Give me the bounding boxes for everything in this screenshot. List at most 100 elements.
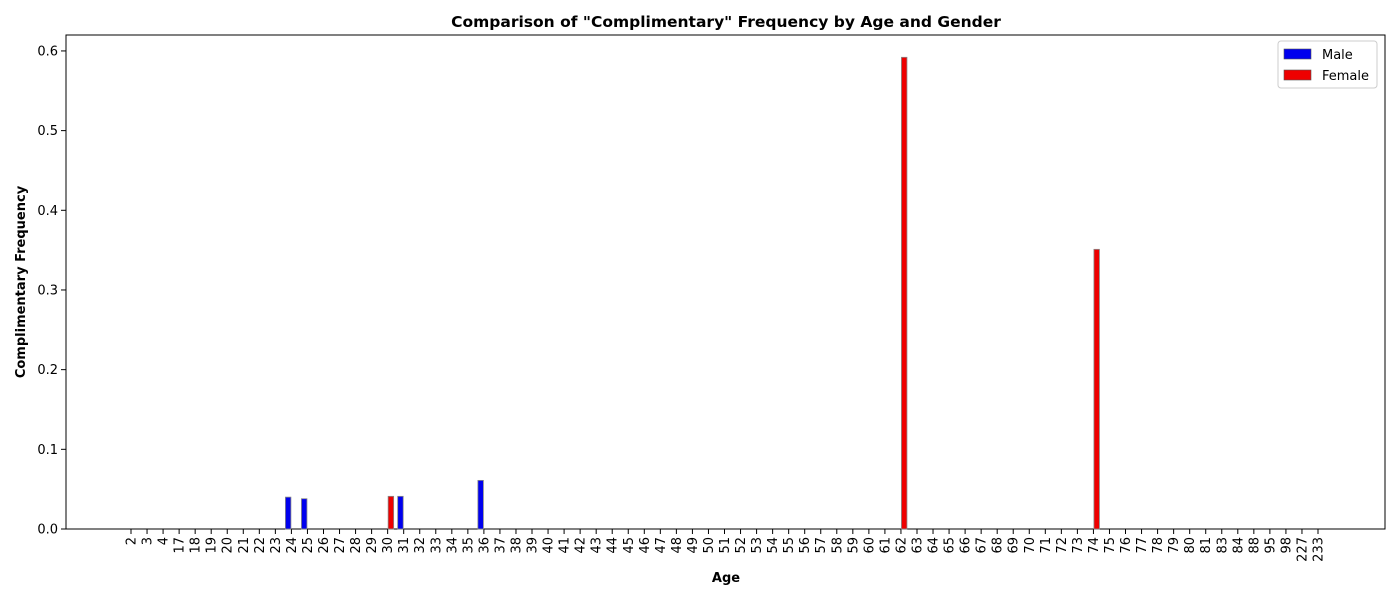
x-tick-label: 32 (413, 537, 428, 554)
x-tick-label: 23 (269, 537, 284, 554)
x-tick-label: 20 (221, 537, 236, 554)
x-tick-label: 67 (975, 537, 990, 554)
x-tick-label: 17 (173, 537, 188, 554)
x-tick-label: 88 (1247, 537, 1262, 554)
bar-female-74 (1093, 248, 1100, 530)
x-tick-label: 233 (1312, 537, 1327, 562)
x-tick-label: 79 (1167, 537, 1182, 554)
legend-swatch-female (1283, 69, 1312, 81)
x-tick-label: 24 (285, 537, 300, 554)
x-tick-label: 64 (927, 537, 942, 554)
x-tick-label: 57 (814, 537, 829, 554)
x-tick-label: 40 (542, 537, 557, 554)
x-tick-label: 74 (1087, 537, 1102, 554)
x-tick-label: 75 (1103, 537, 1118, 554)
x-tick-label: 63 (910, 537, 925, 554)
y-tick-label: 0.2 (37, 363, 58, 378)
x-tick-label: 26 (317, 537, 332, 554)
x-tick-label: 73 (1071, 537, 1086, 554)
x-tick-label: 28 (349, 537, 364, 554)
x-tick-label: 55 (782, 537, 797, 554)
x-tick-label: 76 (1119, 537, 1134, 554)
x-tick-label: 72 (1055, 537, 1070, 554)
x-tick-label: 21 (237, 537, 252, 554)
x-tick-label: 34 (445, 537, 460, 554)
x-tick-label: 52 (734, 537, 749, 554)
x-axis-label: Age (712, 571, 740, 586)
legend-label-male: Male (1322, 48, 1353, 63)
x-tick-label: 68 (991, 537, 1006, 554)
x-tick-label: 46 (638, 537, 653, 554)
x-tick-label: 22 (253, 537, 268, 554)
x-tick-label: 19 (205, 537, 220, 554)
x-tick-label: 48 (670, 537, 685, 554)
x-tick-label: 54 (766, 537, 781, 554)
x-tick-label: 38 (509, 537, 524, 554)
x-tick-label: 95 (1263, 537, 1278, 554)
x-axis: 2 3 4 17 18 19 20 21 22 23 24 25 26 27 28 29 30 31 32 33 34 3… (125, 529, 1327, 562)
bar-female-30 (387, 495, 395, 530)
x-tick-label: 39 (526, 537, 541, 554)
x-tick-label: 3 (141, 537, 156, 545)
bar-female-62 (901, 56, 908, 530)
x-tick-label: 44 (606, 537, 621, 554)
x-tick-label: 49 (686, 537, 701, 554)
bar-male-25 (301, 498, 308, 530)
x-tick-label: 30 (381, 537, 396, 554)
x-tick-label: 66 (959, 537, 974, 554)
legend: Male Female (1277, 40, 1378, 89)
x-tick-label: 29 (365, 537, 380, 554)
x-tick-label: 58 (830, 537, 845, 554)
x-tick-label: 35 (461, 537, 476, 554)
y-axis: 0.0 0.1 0.2 0.3 0.4 0.5 0.6 (37, 44, 66, 538)
x-tick-label: 27 (333, 537, 348, 554)
x-tick-label: 50 (702, 537, 717, 554)
bar-male-24 (285, 496, 292, 530)
x-tick-label: 45 (622, 537, 637, 554)
x-tick-label: 2 (125, 537, 140, 545)
y-tick-label: 0.4 (37, 204, 58, 219)
x-tick-label: 51 (718, 537, 733, 554)
x-tick-label: 81 (1199, 537, 1214, 554)
x-tick-label: 31 (397, 537, 412, 554)
x-tick-label: 25 (301, 537, 316, 554)
x-tick-label: 18 (189, 537, 204, 554)
x-tick-label: 80 (1183, 537, 1198, 554)
x-tick-label: 53 (750, 537, 765, 554)
y-tick-label: 0.6 (37, 44, 58, 59)
y-tick-label: 0.5 (37, 124, 58, 139)
x-tick-label: 4 (157, 537, 172, 545)
x-tick-label: 77 (1135, 537, 1150, 554)
x-tick-label: 62 (894, 537, 909, 554)
x-tick-label: 69 (1007, 537, 1022, 554)
legend-swatch-male (1283, 48, 1312, 60)
x-tick-label: 33 (429, 537, 444, 554)
x-tick-label: 84 (1231, 537, 1246, 554)
bar-male-36 (477, 479, 484, 530)
x-tick-label: 42 (574, 537, 589, 554)
x-tick-label: 36 (477, 537, 492, 554)
y-axis-label: Complimentary Frequency (14, 185, 29, 378)
y-tick-label: 0.3 (37, 283, 58, 298)
x-tick-label: 43 (590, 537, 605, 554)
x-tick-label: 41 (558, 537, 573, 554)
x-tick-label: 59 (846, 537, 861, 554)
x-tick-label: 71 (1039, 537, 1054, 554)
bar-male-31 (397, 495, 404, 530)
y-tick-label: 0.1 (37, 443, 58, 458)
plot-area (65, 34, 1386, 530)
x-tick-label: 37 (493, 537, 508, 554)
x-tick-label: 65 (943, 537, 958, 554)
x-tick-label: 78 (1151, 537, 1166, 554)
x-tick-label: 61 (878, 537, 893, 554)
x-tick-label: 227 (1295, 537, 1310, 562)
bars-group (285, 56, 1100, 530)
legend-label-female: Female (1322, 69, 1369, 84)
x-tick-label: 83 (1215, 537, 1230, 554)
x-tick-label: 70 (1023, 537, 1038, 554)
chart-title: Comparison of "Complimentary" Frequency … (451, 13, 1001, 31)
y-tick-label: 0.0 (37, 523, 58, 538)
x-tick-label: 47 (654, 537, 669, 554)
